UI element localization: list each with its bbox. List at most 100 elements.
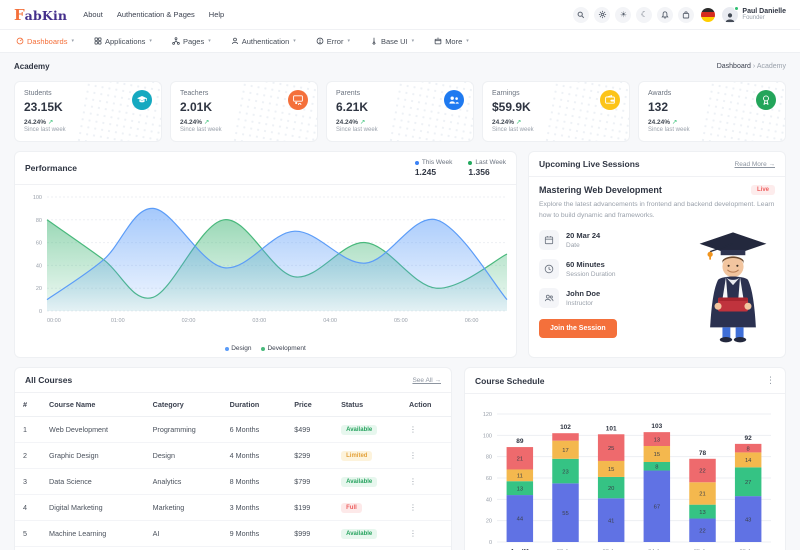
this-week-value: 1.245 xyxy=(414,167,437,177)
cell-course-name: Data Science xyxy=(41,468,145,495)
courses-table: # Course Name Category Duration Price St… xyxy=(15,393,451,550)
notifications-bell-icon[interactable] xyxy=(657,6,674,23)
svg-text:17: 17 xyxy=(562,448,568,454)
svg-text:100: 100 xyxy=(33,195,42,201)
col-category: Category xyxy=(144,393,222,417)
join-session-button[interactable]: Join the Session xyxy=(539,319,617,339)
cell-index: 6 xyxy=(15,546,42,550)
cell-action: ⋮ xyxy=(401,520,451,547)
nav-dashboards[interactable]: Dashboards ▾ xyxy=(16,37,74,46)
graduate-illustration xyxy=(699,232,767,343)
svg-text:101: 101 xyxy=(606,425,617,432)
nav-applications[interactable]: Applications ▾ xyxy=(94,37,152,46)
topbar-actions: ☀ ☾ Paul Danielle Founder xyxy=(573,5,786,23)
chevron-down-icon: ▾ xyxy=(466,38,469,44)
stat-card-students[interactable]: Students 23.15K 24.24% ↗ Since last week xyxy=(14,81,162,142)
last-week-dot xyxy=(468,160,473,165)
svg-text:20: 20 xyxy=(608,486,614,492)
nav-pages[interactable]: Pages ▾ xyxy=(172,37,211,46)
svg-text:22: 22 xyxy=(699,469,705,475)
top-link-authentication-pages[interactable]: Authentication & Pages xyxy=(116,10,195,19)
settings-gear-icon[interactable] xyxy=(594,6,611,23)
row-action-kebab-icon[interactable]: ⋮ xyxy=(409,425,417,434)
graduation-cap-icon xyxy=(132,90,152,110)
svg-text:20: 20 xyxy=(36,286,42,292)
cell-action: ⋮ xyxy=(401,468,451,495)
performance-area-chart[interactable]: 0 20 40 60 80 100 00:00 01:00 02:00 03:00 04:00 05:… xyxy=(21,189,515,339)
german-flag-icon[interactable] xyxy=(701,7,716,22)
chevron-down-icon: ▾ xyxy=(208,38,211,44)
cell-price: $999 xyxy=(286,520,334,547)
box-icon xyxy=(434,37,442,45)
stat-card-parents[interactable]: Parents 6.21K 24.24% ↗ Since last week xyxy=(326,81,474,142)
svg-text:02:00: 02:00 xyxy=(182,318,196,324)
course-schedule-bar-chart[interactable]: 0204060801001204413112189Jan '1155231710… xyxy=(473,400,777,550)
table-row: 1 Web Development Programming 6 Months $499 A… xyxy=(15,416,451,443)
cell-price: $199 xyxy=(286,494,334,521)
svg-text:13: 13 xyxy=(517,486,523,492)
svg-text:102: 102 xyxy=(560,424,571,431)
svg-text:22: 22 xyxy=(699,528,705,534)
see-all-link[interactable]: See All → xyxy=(412,376,441,384)
session-description: Explore the latest advancements in front… xyxy=(539,201,775,219)
cell-course-name: Web Development xyxy=(41,416,145,443)
cart-bag-icon[interactable] xyxy=(678,6,695,23)
nav-authentication[interactable]: Authentication ▾ xyxy=(231,37,296,46)
cell-index: 1 xyxy=(15,416,42,443)
cell-course-name: Machine Learning xyxy=(41,520,145,547)
row-action-kebab-icon[interactable]: ⋮ xyxy=(409,503,417,512)
svg-text:03:00: 03:00 xyxy=(252,318,266,324)
svg-text:40: 40 xyxy=(486,497,492,503)
cell-action: ⋮ xyxy=(401,442,451,469)
legend-item-development[interactable]: Development xyxy=(261,345,306,352)
parents-people-icon xyxy=(444,90,464,110)
pen-icon xyxy=(372,37,376,45)
svg-text:14: 14 xyxy=(745,458,752,464)
legend-item-design[interactable]: Design xyxy=(225,345,251,352)
row-action-kebab-icon[interactable]: ⋮ xyxy=(409,529,417,538)
light-theme-sun-icon[interactable]: ☀ xyxy=(615,6,632,23)
table-row: 5 Machine Learning AI 9 Months $999 Available… xyxy=(15,520,451,547)
user-menu[interactable]: Paul Danielle Founder xyxy=(722,5,786,23)
nav-error[interactable]: Error ▾ xyxy=(316,37,350,46)
svg-text:27: 27 xyxy=(745,480,751,486)
top-link-help[interactable]: Help xyxy=(208,10,225,19)
chevron-down-icon: ▾ xyxy=(71,38,74,44)
cell-duration: 7 Months xyxy=(221,546,287,550)
svg-text:23: 23 xyxy=(562,469,568,475)
trend-up-icon: ↗ xyxy=(359,119,366,126)
online-status-dot xyxy=(734,5,740,11)
row-action-kebab-icon[interactable]: ⋮ xyxy=(409,477,417,486)
schedule-menu-kebab-icon[interactable]: ⋮ xyxy=(766,375,775,385)
cell-duration: 3 Months xyxy=(221,494,287,521)
courses-title: All Courses xyxy=(25,375,73,385)
stat-card-earnings[interactable]: Earnings $59.9K 24.24% ↗ Since last week xyxy=(482,81,630,142)
status-badge: Limited xyxy=(341,451,373,461)
svg-text:20: 20 xyxy=(486,519,492,525)
performance-series-legend: Design Development xyxy=(21,345,510,352)
search-icon[interactable] xyxy=(573,6,590,23)
read-more-link[interactable]: Read More → xyxy=(734,160,775,168)
svg-text:21: 21 xyxy=(517,456,523,462)
live-badge: Live xyxy=(750,185,775,195)
breadcrumb-dashboard[interactable]: Dashboard xyxy=(716,63,751,70)
session-date: 20 Mar 24 Date xyxy=(539,230,664,251)
dark-theme-moon-icon[interactable]: ☾ xyxy=(636,6,653,23)
top-link-about[interactable]: About xyxy=(83,10,103,19)
cell-duration: 9 Months xyxy=(221,520,287,547)
svg-text:80: 80 xyxy=(486,455,492,461)
svg-text:89: 89 xyxy=(516,438,524,445)
performance-week-summary: This Week 1.245 Last Week 1.356 xyxy=(414,159,506,177)
wallet-icon xyxy=(600,90,620,110)
status-badge: Full xyxy=(341,503,362,513)
svg-text:92: 92 xyxy=(745,435,753,442)
schedule-title: Course Schedule xyxy=(475,375,545,386)
svg-text:13: 13 xyxy=(699,510,705,516)
nav-base-ui[interactable]: Base UI ▾ xyxy=(370,37,414,46)
row-action-kebab-icon[interactable]: ⋮ xyxy=(409,451,417,460)
stat-card-awards[interactable]: Awards 132 24.24% ↗ Since last week xyxy=(638,81,786,142)
nav-more[interactable]: More ▾ xyxy=(434,37,469,46)
stat-card-teachers[interactable]: Teachers 2.01K 24.24% ↗ Since last week xyxy=(170,81,318,142)
